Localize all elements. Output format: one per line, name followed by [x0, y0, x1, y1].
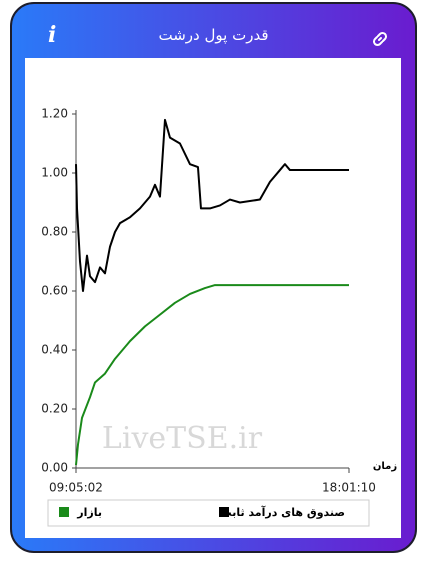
- y-tick-label: 0.80: [41, 225, 68, 239]
- legend-box: [47, 499, 370, 527]
- x-axis-label: زمان: [373, 461, 397, 472]
- y-tick-label: 1.00: [41, 166, 68, 180]
- y-tick-label: 1.20: [41, 107, 68, 121]
- chart-panel: [25, 58, 401, 538]
- y-tick-label: 0.60: [41, 284, 68, 298]
- watermark: LiveTSE.ir: [102, 421, 263, 456]
- link-icon[interactable]: [371, 30, 389, 48]
- info-button[interactable]: i: [48, 22, 57, 48]
- legend-label: صندوق های درآمد ثابت: [221, 505, 345, 519]
- legend-swatch: [59, 507, 69, 517]
- series-line: [75, 284, 349, 466]
- series-line: [75, 118, 349, 292]
- y-tick-label: 0.20: [41, 402, 68, 416]
- legend-swatch: [219, 507, 229, 517]
- x-tick-label: 09:05:02: [49, 481, 103, 495]
- x-tick-label: 18:01:10: [322, 481, 376, 495]
- header-title: قدرت پول درشت: [158, 26, 269, 44]
- legend-label: بازار: [76, 506, 102, 519]
- y-tick-label: 0.00: [41, 461, 68, 475]
- y-tick-label: 0.40: [41, 343, 68, 357]
- card: قدرت پول درشت i: [10, 2, 417, 553]
